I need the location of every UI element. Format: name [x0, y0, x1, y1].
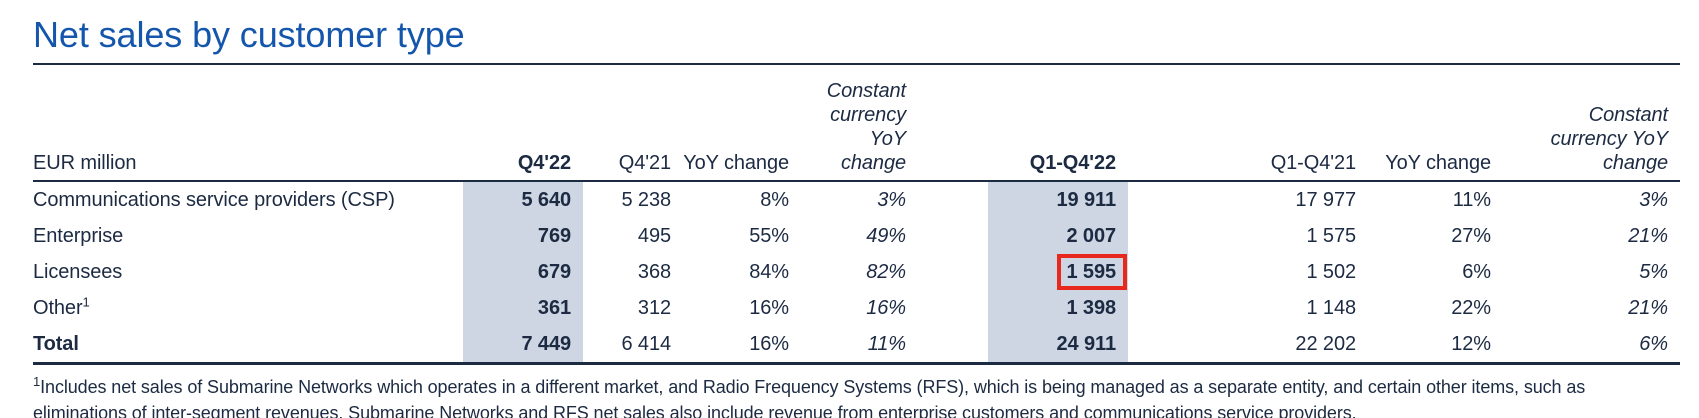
value-cell: 769 — [463, 218, 583, 254]
value-cell: 11% — [1452, 188, 1491, 211]
value-cell: 16% — [866, 296, 906, 319]
value-cell: 3% — [877, 188, 906, 211]
value-cell: 82% — [866, 260, 906, 283]
row-label: Enterprise — [33, 224, 124, 247]
value-cell: 368 — [637, 260, 671, 283]
value-cell: 1 398 — [988, 290, 1128, 326]
value-cell: 24 911 — [988, 326, 1128, 364]
unit-label: EUR million — [33, 65, 463, 182]
row-label: Total — [33, 332, 79, 355]
value-cell: 1 502 — [1306, 260, 1356, 283]
table-row: Licensees 679 368 84% 82% 1 595 1 502 6% 5% — [33, 254, 1680, 290]
value-cell: 27% — [1451, 224, 1491, 247]
column-header: Constant currency YoY change — [801, 65, 918, 182]
column-header: Q4'21 — [583, 65, 683, 182]
column-spacer — [918, 218, 988, 254]
footnote-ref-marker: 1 — [82, 293, 90, 309]
red-highlight-box: 1 595 — [1057, 254, 1127, 290]
value-cell: 12% — [1451, 332, 1491, 355]
value-cell: 22% — [1451, 296, 1491, 319]
value-cell: 1 595 — [988, 254, 1128, 290]
column-header: YoY change — [1368, 65, 1503, 182]
value-cell: 11% — [867, 332, 906, 355]
footnote-text: Includes net sales of Submarine Networks… — [33, 377, 1586, 418]
column-spacer — [918, 181, 988, 218]
value-cell: 19 911 — [988, 181, 1128, 218]
value-cell: 6% — [1462, 260, 1491, 283]
value-cell: 21% — [1628, 224, 1668, 247]
column-spacer — [918, 65, 988, 182]
value-cell: 6 414 — [621, 332, 671, 355]
value-cell: 1 148 — [1306, 296, 1356, 319]
footnote: 1Includes net sales of Submarine Network… — [33, 374, 1680, 418]
column-header: Q1-Q4'21 — [1128, 65, 1368, 182]
value-cell: 2 007 — [988, 218, 1128, 254]
column-spacer — [918, 290, 988, 326]
column-header: Constant currency YoY change — [1503, 65, 1680, 182]
value-cell: 312 — [637, 296, 671, 319]
table-row: Enterprise 769 495 55% 49% 2 007 1 575 27% 21% — [33, 218, 1680, 254]
value-cell: 84% — [749, 260, 789, 283]
footnote-ref: 1 — [33, 374, 41, 389]
column-header: Q4'22 — [463, 65, 583, 182]
table-row: Other1 361 312 16% 16% 1 398 1 148 22% 21% — [33, 290, 1680, 326]
value-cell: 495 — [637, 224, 671, 247]
net-sales-table: EUR million Q4'22 Q4'21 YoY change Constant… — [33, 65, 1680, 365]
table-row: Communications service providers (CSP) 5 … — [33, 181, 1680, 218]
value-cell: 8% — [760, 188, 789, 211]
value-cell: 55% — [749, 224, 789, 247]
value-cell: 16% — [749, 296, 789, 319]
value-cell: 5 238 — [621, 188, 671, 211]
value-cell: 5 640 — [463, 181, 583, 218]
value-cell: 3% — [1639, 188, 1668, 211]
value-cell: 22 202 — [1295, 332, 1356, 355]
column-spacer — [918, 254, 988, 290]
column-header: Q1-Q4'22 — [988, 65, 1128, 182]
row-label: Other1 — [33, 293, 90, 319]
value-cell: 21% — [1628, 296, 1668, 319]
value-cell: 7 449 — [463, 326, 583, 364]
page-title: Net sales by customer type — [33, 14, 465, 55]
value-cell: 1 575 — [1306, 224, 1356, 247]
title-divider — [33, 63, 1680, 65]
column-spacer — [918, 326, 988, 364]
row-label: Licensees — [33, 260, 123, 283]
table-row: Total 7 449 6 414 16% 11% 24 911 22 202 12% 6% — [33, 326, 1680, 364]
value-cell: 49% — [866, 224, 906, 247]
column-header: YoY change — [683, 65, 801, 182]
value-cell: 17 977 — [1295, 188, 1356, 211]
row-label: Communications service providers (CSP) — [33, 188, 395, 211]
value-cell: 5% — [1639, 260, 1668, 283]
value-cell: 679 — [463, 254, 583, 290]
value-cell: 361 — [463, 290, 583, 326]
table-header-row: EUR million Q4'22 Q4'21 YoY change Constant… — [33, 65, 1680, 182]
value-cell: 16% — [749, 332, 789, 355]
value-cell: 6% — [1639, 332, 1668, 355]
